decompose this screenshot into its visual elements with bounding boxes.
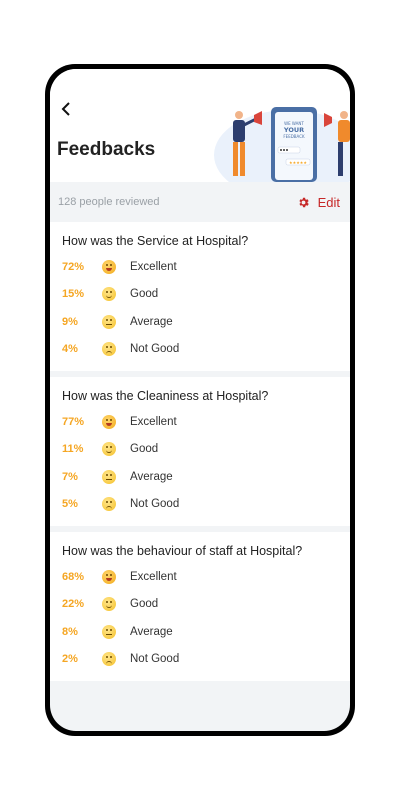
gear-icon bbox=[298, 197, 309, 207]
option-good[interactable]: 15% Good bbox=[62, 281, 350, 309]
option-good[interactable]: 11% Good bbox=[62, 436, 350, 464]
smiling-face-icon bbox=[102, 597, 116, 612]
frowning-face-icon bbox=[102, 342, 116, 357]
option-label: Average bbox=[130, 315, 173, 328]
edit-label: Edit bbox=[317, 194, 340, 210]
survey-question: How was the behaviour of staff at Hospit… bbox=[62, 544, 303, 558]
option-label: Good bbox=[130, 598, 159, 611]
option-label: Not Good bbox=[130, 498, 180, 511]
app-screen: Feedbacks WE WANT YOUR FEEDBACK ★★★★★ bbox=[50, 69, 350, 731]
chevron-left-icon bbox=[61, 102, 70, 116]
option-excellent[interactable]: 72% Excellent bbox=[62, 253, 350, 281]
frowning-face-icon bbox=[102, 652, 116, 667]
smiling-face-icon bbox=[102, 287, 116, 302]
option-not-good[interactable]: 2% Not Good bbox=[62, 646, 350, 674]
option-percent: 8% bbox=[62, 625, 78, 638]
screen-text-1: WE WANT bbox=[284, 121, 304, 126]
option-label: Excellent bbox=[130, 260, 177, 273]
option-average[interactable]: 7% Average bbox=[62, 463, 350, 491]
option-excellent[interactable]: 68% Excellent bbox=[62, 563, 350, 591]
option-label: Excellent bbox=[130, 570, 177, 583]
option-good[interactable]: 22% Good bbox=[62, 591, 350, 619]
grinning-face-icon bbox=[102, 414, 116, 429]
edit-button[interactable]: Edit bbox=[297, 195, 340, 210]
survey-card-cleaniness: How was the Cleaniness at Hospital? 77% … bbox=[50, 377, 350, 526]
option-percent: 7% bbox=[62, 470, 78, 483]
grinning-face-icon bbox=[102, 259, 116, 274]
frowning-face-icon bbox=[102, 497, 116, 512]
option-average[interactable]: 9% Average bbox=[62, 308, 350, 336]
option-label: Not Good bbox=[130, 653, 180, 666]
neutral-face-icon bbox=[102, 314, 116, 329]
option-percent: 15% bbox=[62, 288, 85, 301]
option-percent: 2% bbox=[62, 653, 78, 666]
option-excellent[interactable]: 77% Excellent bbox=[62, 408, 350, 436]
option-percent: 22% bbox=[62, 598, 85, 611]
option-percent: 72% bbox=[62, 260, 85, 273]
neutral-face-icon bbox=[102, 469, 116, 484]
option-percent: 9% bbox=[62, 315, 78, 328]
header: Feedbacks WE WANT YOUR FEEDBACK ★★★★★ bbox=[50, 69, 350, 182]
smiling-face-icon bbox=[102, 442, 116, 457]
neutral-face-icon bbox=[102, 624, 116, 639]
option-average[interactable]: 8% Average bbox=[62, 618, 350, 646]
option-label: Good bbox=[130, 443, 159, 456]
option-label: Not Good bbox=[130, 343, 180, 356]
option-label: Average bbox=[130, 625, 173, 638]
option-percent: 68% bbox=[62, 570, 85, 583]
svg-text:★★★★★: ★★★★★ bbox=[289, 160, 307, 165]
option-label: Excellent bbox=[130, 415, 177, 428]
option-percent: 5% bbox=[62, 498, 78, 511]
review-stats-bar: 128 people reviewed Edit bbox=[50, 182, 350, 222]
option-label: Average bbox=[130, 470, 173, 483]
reviewed-count: 128 people reviewed bbox=[58, 196, 160, 208]
option-percent: 11% bbox=[62, 443, 84, 456]
option-percent: 4% bbox=[62, 343, 78, 356]
survey-question: How was the Cleaniness at Hospital? bbox=[62, 389, 269, 403]
option-percent: 77% bbox=[62, 415, 85, 428]
grinning-face-icon bbox=[102, 569, 116, 584]
survey-question: How was the Service at Hospital? bbox=[62, 234, 249, 248]
option-not-good[interactable]: 5% Not Good bbox=[62, 491, 350, 519]
survey-card-staff-behaviour: How was the behaviour of staff at Hospit… bbox=[50, 532, 350, 681]
option-not-good[interactable]: 4% Not Good bbox=[62, 336, 350, 364]
screen-text-2: YOUR bbox=[283, 126, 304, 134]
option-label: Good bbox=[130, 288, 159, 301]
screen-text-3: FEEDBACK bbox=[283, 134, 305, 139]
phone-frame: Feedbacks WE WANT YOUR FEEDBACK ★★★★★ bbox=[45, 64, 355, 736]
back-button[interactable] bbox=[56, 99, 76, 119]
page-title: Feedbacks bbox=[57, 139, 156, 160]
survey-card-service: How was the Service at Hospital? 72% Exc… bbox=[50, 222, 350, 371]
feedback-illustration: WE WANT YOUR FEEDBACK ★★★★★ bbox=[214, 107, 350, 182]
